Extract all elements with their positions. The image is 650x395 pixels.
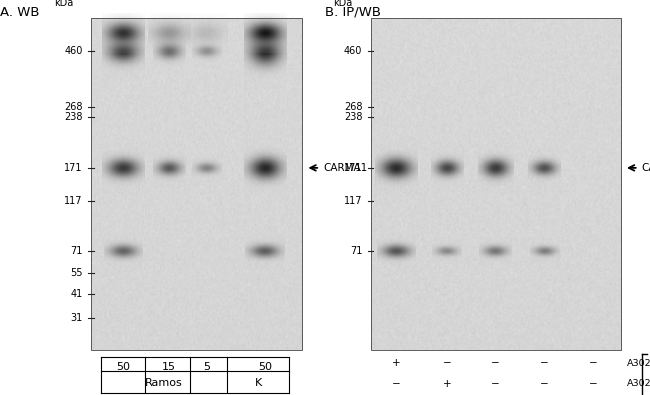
Text: kDa: kDa — [54, 0, 73, 8]
Text: 15: 15 — [162, 362, 176, 372]
Text: −: − — [491, 379, 500, 389]
Text: 71: 71 — [70, 246, 83, 256]
Text: 117: 117 — [344, 196, 363, 207]
Text: K: K — [255, 378, 262, 388]
Text: −: − — [540, 379, 549, 389]
Text: 5: 5 — [203, 362, 210, 372]
Text: Ramos: Ramos — [145, 378, 183, 388]
Text: 117: 117 — [64, 196, 83, 207]
Text: 41: 41 — [71, 289, 83, 299]
Text: 238: 238 — [344, 111, 363, 122]
Text: +: + — [392, 358, 401, 369]
Bar — [91, 18, 302, 350]
Text: A302-541A: A302-541A — [627, 359, 650, 368]
Text: CARMA1: CARMA1 — [324, 163, 368, 173]
Text: 238: 238 — [64, 111, 83, 122]
Text: −: − — [540, 358, 549, 369]
Text: 460: 460 — [344, 46, 363, 56]
Text: 31: 31 — [71, 313, 83, 323]
Text: 50: 50 — [116, 362, 131, 372]
Text: −: − — [443, 358, 451, 369]
Text: 171: 171 — [64, 163, 83, 173]
Text: A302-542A: A302-542A — [627, 380, 650, 388]
Text: 171: 171 — [344, 163, 363, 173]
Text: B. IP/WB: B. IP/WB — [325, 6, 381, 19]
Bar — [370, 18, 621, 350]
Text: −: − — [491, 358, 500, 369]
Text: 268: 268 — [344, 102, 363, 112]
Text: −: − — [589, 379, 597, 389]
Text: −: − — [589, 358, 597, 369]
Text: CARMA1: CARMA1 — [642, 163, 650, 173]
Text: +: + — [443, 379, 451, 389]
Text: 55: 55 — [70, 267, 83, 278]
Text: 71: 71 — [350, 246, 363, 256]
Text: A. WB: A. WB — [0, 6, 40, 19]
Text: −: − — [392, 379, 401, 389]
Text: 50: 50 — [258, 362, 272, 372]
Text: 460: 460 — [64, 46, 83, 56]
Text: kDa: kDa — [333, 0, 352, 8]
Text: 268: 268 — [64, 102, 83, 112]
